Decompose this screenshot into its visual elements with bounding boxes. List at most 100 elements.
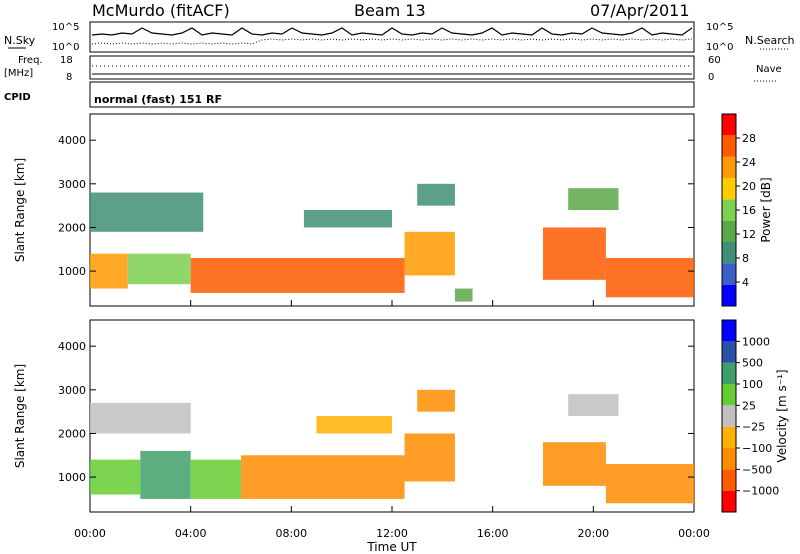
station-title: McMurdo (fitACF) xyxy=(92,1,230,20)
power-band-10 xyxy=(568,188,619,210)
nsearch-label: N.Search xyxy=(745,34,795,47)
velocity-colorbar-tick-label: −500 xyxy=(742,463,772,476)
x-tick-label: 00:00 xyxy=(678,527,710,540)
power-colorbar-segment xyxy=(722,178,736,200)
nave-tick-bottom: 0 xyxy=(708,72,714,83)
power-ylabel: Slant Range [km] xyxy=(13,158,27,262)
power-colorbar-tick-label: 20 xyxy=(742,180,756,193)
velocity-ylabel: Slant Range [km] xyxy=(13,364,27,468)
power-band-3 xyxy=(404,231,455,276)
velocity-band-6 xyxy=(605,464,694,504)
noise-tick-top-right: 10^5 xyxy=(706,22,733,33)
x-axis-label: Time UT xyxy=(366,540,417,554)
nave-tick-top: 60 xyxy=(708,55,721,66)
power-colorbar-tick-label: 8 xyxy=(742,252,749,265)
power-band-6 xyxy=(605,258,694,298)
velocity-band-10 xyxy=(568,394,619,416)
x-tick-label: 04:00 xyxy=(175,527,207,540)
power-band-7 xyxy=(90,192,204,232)
nsearch-trace xyxy=(91,38,693,45)
velocity-yticks: 1000 2000 3000 4000 xyxy=(58,340,694,484)
power-colorbar-segment xyxy=(722,263,736,285)
power-band-5 xyxy=(543,227,606,280)
cpid-label: CPID xyxy=(4,92,31,103)
velocity-ytick-label: 2000 xyxy=(58,427,86,440)
velocity-colorbar-segment xyxy=(722,426,736,448)
power-colorbar-segment xyxy=(722,199,736,221)
noise-tick-bottom-right: 10^0 xyxy=(706,42,733,53)
nave-label: Nave xyxy=(756,64,782,75)
power-band-0 xyxy=(90,253,128,289)
velocity-colorbar-tick-label: 25 xyxy=(742,399,756,412)
power-band-2 xyxy=(190,258,405,293)
velocity-colorbar-segment xyxy=(722,405,736,427)
power-colorbar-segment xyxy=(722,135,736,157)
nsky-label: N.Sky xyxy=(4,34,36,47)
velocity-band-9 xyxy=(417,389,455,412)
velocity-colorbar-tick-label: 100 xyxy=(742,378,763,391)
velocity-colorbar-tick-label: 1000 xyxy=(742,335,770,348)
velocity-bands xyxy=(90,389,694,504)
power-band-4 xyxy=(454,288,473,302)
velocity-band-2 xyxy=(190,459,241,499)
power-bands xyxy=(90,183,694,302)
noise-tick-top: 10^5 xyxy=(52,22,79,33)
velocity-colorbar-tick-label: −1000 xyxy=(742,485,779,498)
power-ytick-label: 3000 xyxy=(58,178,86,191)
velocity-band-1 xyxy=(140,450,191,499)
freq-label-1: Freq. xyxy=(18,55,43,66)
power-colorbar-segment xyxy=(722,284,736,306)
power-ytick-label: 4000 xyxy=(58,134,86,147)
velocity-band-7 xyxy=(90,402,191,434)
freq-tick-top: 18 xyxy=(60,55,73,66)
velocity-ytick-label: 3000 xyxy=(58,384,86,397)
power-yticks: 1000 2000 3000 4000 xyxy=(58,134,694,278)
power-colorbar-tick-label: 24 xyxy=(742,156,756,169)
x-axis-ticks: 00:00 04:00 08:00 12:00 16:00 20:00 00:00 xyxy=(74,300,710,540)
x-tick-label: 20:00 xyxy=(577,527,609,540)
velocity-band-4 xyxy=(404,433,455,482)
velocity-ytick-label: 1000 xyxy=(58,471,86,484)
velocity-ytick-label: 4000 xyxy=(58,340,86,353)
freq-label-2: [MHz] xyxy=(4,68,33,79)
velocity-colorbar-segment xyxy=(722,362,736,384)
power-colorbar-tick-label: 16 xyxy=(742,204,756,217)
velocity-colorbar-frame xyxy=(721,319,737,513)
velocity-colorbar-tick-label: −25 xyxy=(742,421,765,434)
noise-panel xyxy=(89,21,695,53)
cpid-panel xyxy=(89,81,695,108)
power-colorbar: 4 8 12 16 20 24 28 xyxy=(721,113,756,307)
power-band-1 xyxy=(127,253,191,285)
velocity-band-0 xyxy=(90,459,141,495)
velocity-colorbar-segment xyxy=(722,469,736,491)
power-colorbar-tick-label: 12 xyxy=(742,228,756,241)
velocity-band-8 xyxy=(316,416,392,434)
power-colorbar-segment xyxy=(722,242,736,264)
freq-panel xyxy=(89,55,695,80)
velocity-colorbar-segment xyxy=(722,384,736,406)
beam-title: Beam 13 xyxy=(354,1,426,20)
power-colorbar-tick-label: 4 xyxy=(742,276,749,289)
noise-tick-bottom: 10^0 xyxy=(52,42,79,53)
x-tick-label: 08:00 xyxy=(275,527,307,540)
power-ytick-label: 2000 xyxy=(58,221,86,234)
power-colorbar-label: Power [dB] xyxy=(759,177,773,242)
power-band-8 xyxy=(303,210,392,228)
x-tick-label: 12:00 xyxy=(376,527,408,540)
power-colorbar-segment xyxy=(722,156,736,178)
velocity-colorbar-segment xyxy=(722,341,736,363)
velocity-band-5 xyxy=(543,442,606,486)
cpid-text: normal (fast) 151 RF xyxy=(94,93,222,106)
velocity-colorbar-tick-label: −100 xyxy=(742,442,772,455)
power-colorbar-segment xyxy=(722,220,736,242)
freq-tick-bottom: 8 xyxy=(66,72,72,83)
x-tick-label: 00:00 xyxy=(74,527,106,540)
velocity-colorbar-tick-label: 500 xyxy=(742,357,763,370)
power-colorbar-tick-label: 28 xyxy=(742,132,756,145)
velocity-colorbar-label: Velocity [m s⁻¹] xyxy=(775,369,789,462)
x-tick-label: 16:00 xyxy=(477,527,509,540)
date-title: 07/Apr/2011 xyxy=(590,1,690,20)
nsky-trace xyxy=(91,27,693,36)
velocity-band-3 xyxy=(241,455,405,499)
